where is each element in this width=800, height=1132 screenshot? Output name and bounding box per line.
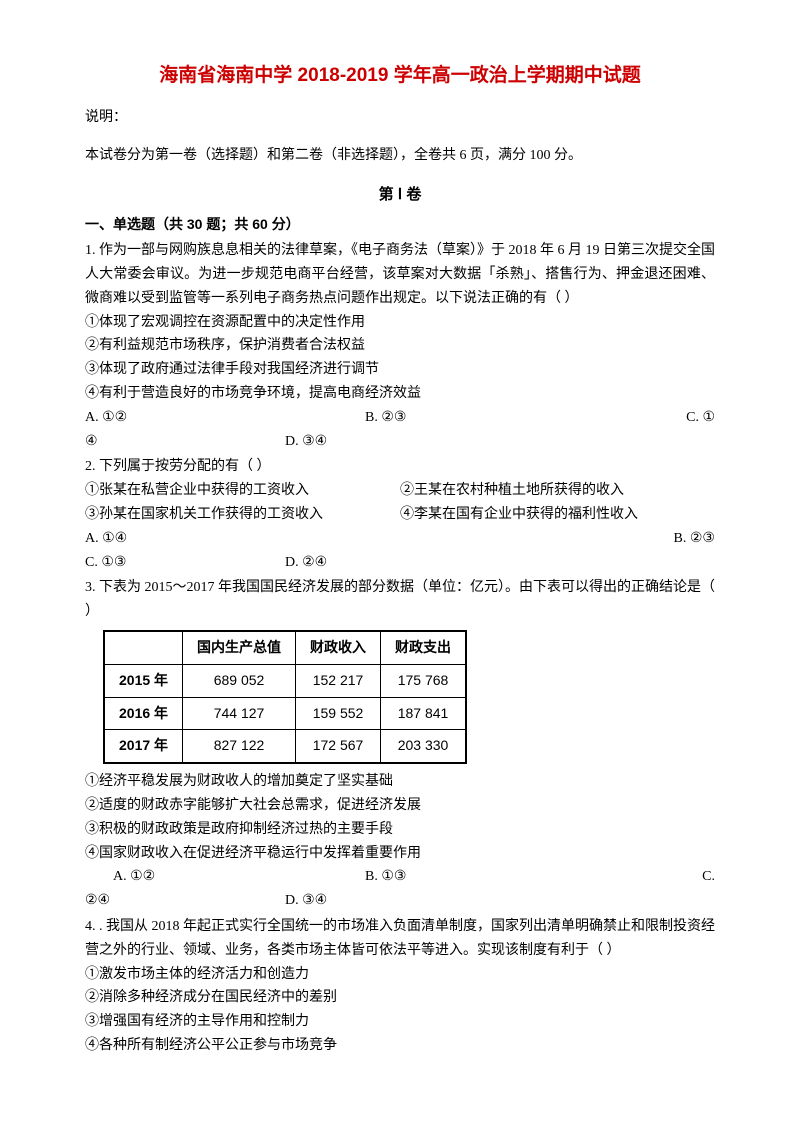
q1-opt-b: B. ②③ <box>365 406 565 430</box>
exam-title: 海南省海南中学 2018-2019 学年高一政治上学期期中试题 <box>85 60 715 92</box>
q1-text: 1. 作为一部与网购族息息相关的法律草案，《电子商务法（草案）》于 2018 年… <box>85 239 715 310</box>
q3-r0c3: 175 768 <box>381 664 467 697</box>
q1-option-2: ②有利益规范市场秩序，保护消费者合法权益 <box>85 334 715 358</box>
q2-option-3: ③孙某在国家机关工作获得的工资收入 <box>85 503 400 527</box>
q1-opt-c2: ④ <box>85 430 285 454</box>
q3-th-3: 财政支出 <box>381 631 467 664</box>
q3-r0c1: 689 052 <box>183 664 296 697</box>
q4-option-1: ①激发市场主体的经济活力和创造力 <box>85 963 715 987</box>
q3-option-2: ②适度的财政赤字能够扩大社会总需求，促进经济发展 <box>85 794 715 818</box>
q2-opt-d: D. ②④ <box>285 551 327 575</box>
q3-r2c3: 203 330 <box>381 730 467 763</box>
q1-option-3: ③体现了政府通过法律手段对我国经济进行调节 <box>85 358 715 382</box>
section-header: 一、单选题（共 30 题；共 60 分） <box>85 213 715 237</box>
q2-opt-b <box>365 527 565 551</box>
q3-table: 国内生产总值 财政收入 财政支出 2015 年 689 052 152 217 … <box>103 630 467 764</box>
q3-option-3: ③积极的财政政策是政府抑制经济过热的主要手段 <box>85 818 715 842</box>
q3-option-1: ①经济平稳发展为财政收人的增加奠定了坚实基础 <box>85 770 715 794</box>
q3-th-1: 国内生产总值 <box>183 631 296 664</box>
q3-th-0 <box>104 631 183 664</box>
q4-option-3: ③增强国有经济的主导作用和控制力 <box>85 1010 715 1034</box>
q3-r2c1: 827 122 <box>183 730 296 763</box>
q3-r2c0: 2017 年 <box>104 730 183 763</box>
q2-opt-c: C. ①③ <box>85 551 285 575</box>
q3-opt-d: D. ③④ <box>285 889 327 913</box>
q4-option-2: ②消除多种经济成分在国民经济中的差别 <box>85 986 715 1010</box>
q3-opt-a: A. ①② <box>85 865 365 889</box>
q3-th-2: 财政收入 <box>296 631 381 664</box>
paper-structure: 本试卷分为第一卷（选择题）和第二卷（非选择题），全卷共 6 页，满分 100 分… <box>85 144 715 168</box>
q3-r0c2: 152 217 <box>296 664 381 697</box>
q3-opt-c2: ②④ <box>85 889 285 913</box>
q4-text: 4. . 我国从 2018 年起正式实行全国统一的市场准入负面清单制度，国家列出… <box>85 915 715 963</box>
q3-r1c1: 744 127 <box>183 697 296 730</box>
q1-opt-d: D. ③④ <box>285 430 327 454</box>
q1-option-1: ①体现了宏观调控在资源配置中的决定性作用 <box>85 311 715 335</box>
q2-opt-b2: B. ②③ <box>565 527 715 551</box>
q1-opt-a: A. ①② <box>85 406 365 430</box>
q1-option-4: ④有利于营造良好的市场竞争环境，提高电商经济效益 <box>85 382 715 406</box>
description-label: 说明： <box>85 106 715 130</box>
q3-r1c3: 187 841 <box>381 697 467 730</box>
question-4: 4. . 我国从 2018 年起正式实行全国统一的市场准入负面清单制度，国家列出… <box>85 915 715 1058</box>
q1-opt-c: C. ① <box>565 406 715 430</box>
q3-r2c2: 172 567 <box>296 730 381 763</box>
q4-option-4: ④各种所有制经济公平公正参与市场竞争 <box>85 1034 715 1058</box>
q2-text: 2. 下列属于按劳分配的有（ ） <box>85 455 715 479</box>
question-3: 3. 下表为 2015～2017 年我国国民经济发展的部分数据（单位：亿元）。由… <box>85 576 715 913</box>
q3-r0c0: 2015 年 <box>104 664 183 697</box>
question-1: 1. 作为一部与网购族息息相关的法律草案，《电子商务法（草案）》于 2018 年… <box>85 239 715 453</box>
q3-r1c2: 159 552 <box>296 697 381 730</box>
q3-text: 3. 下表为 2015～2017 年我国国民经济发展的部分数据（单位：亿元）。由… <box>85 576 715 624</box>
volume-title: 第 Ⅰ 卷 <box>85 182 715 208</box>
question-2: 2. 下列属于按劳分配的有（ ） ①张某在私营企业中获得的工资收入 ②王某在农村… <box>85 455 715 574</box>
q3-opt-c: C. <box>565 865 715 889</box>
q2-opt-a: A. ①④ <box>85 527 365 551</box>
q3-r1c0: 2016 年 <box>104 697 183 730</box>
q2-option-1: ①张某在私营企业中获得的工资收入 <box>85 479 400 503</box>
q3-opt-b: B. ①③ <box>365 865 565 889</box>
q2-option-4: ④李某在国有企业中获得的福利性收入 <box>400 503 715 527</box>
q2-option-2: ②王某在农村种植土地所获得的收入 <box>400 479 715 503</box>
q3-option-4: ④国家财政收入在促进经济平稳运行中发挥着重要作用 <box>85 842 715 866</box>
